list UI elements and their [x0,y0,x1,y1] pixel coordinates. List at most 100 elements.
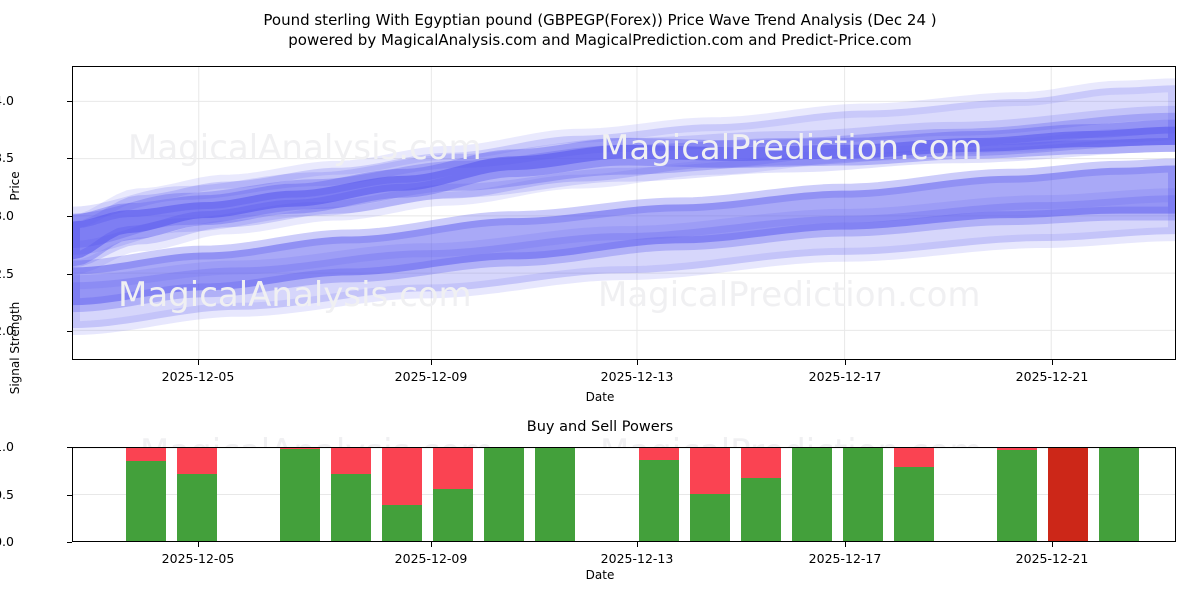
price-x-tick-label: 2025-12-21 [1015,369,1089,384]
price-x-tick-label: 2025-12-05 [161,369,235,384]
signal-y-tick-label: 1.0 [0,439,14,454]
signal-y-tick-label: 0.0 [0,534,14,549]
signal-bar-buy-segment [535,448,575,541]
signal-bar-buy-segment [997,449,1037,541]
price-x-tick-label: 2025-12-09 [394,369,468,384]
signal-bar-sell-segment [177,448,217,474]
signal-x-axis-title: Date [585,568,615,582]
signal-bar-strong-sell-segment [1048,448,1088,541]
signal-bar-buy-segment [843,448,883,541]
signal-bar-buy-segment [741,478,781,541]
signal-y-tick-mark [67,494,72,496]
signal-bar-sell-segment [639,448,679,461]
price-x-axis-title: Date [585,390,615,404]
signal-bar[interactable] [1099,448,1139,541]
signal-x-tick-label: 2025-12-21 [1015,551,1089,566]
signal-bar-buy-segment [331,473,371,541]
page-title: Pound sterling With Egyptian pound (GBPE… [0,10,1200,50]
price-x-tick-mark [637,360,638,365]
signal-bar-buy-segment [639,460,679,541]
signal-bar[interactable] [177,448,217,541]
signal-bar[interactable] [331,448,371,541]
signal-x-tick-mark [1052,542,1053,547]
signal-bar[interactable] [1048,448,1088,541]
signal-x-tick-mark [431,542,432,547]
price-y-tick-mark [67,215,72,217]
signal-y-tick-label: 0.5 [0,486,14,502]
signal-bar-buy-segment [126,461,166,541]
price-wave-band [73,78,1175,275]
signal-x-tick-label: 2025-12-09 [394,551,468,566]
signal-bars-container [73,448,1175,541]
signal-bar-sell-segment [280,448,320,449]
price-y-tick-label: 62.5 [0,265,14,281]
signal-bar-buy-segment [690,494,730,541]
signal-bar-sell-segment [126,448,166,462]
signal-bar-sell-segment [741,448,781,479]
buy-sell-powers-plot-area [72,447,1176,542]
price-y-axis-title: Price [8,171,22,201]
price-y-tick-mark [67,273,72,275]
signal-x-tick-mark [637,542,638,547]
signal-chart-title: Buy and Sell Powers [526,419,674,435]
price-x-tick-mark [845,360,846,365]
signal-bar-buy-segment [792,448,832,541]
price-x-tick-label: 2025-12-17 [808,369,882,384]
price-y-tick-label: 63.5 [0,150,14,166]
signal-x-tick-label: 2025-12-17 [808,551,882,566]
signal-bar[interactable] [843,448,883,541]
price-x-tick-mark [198,360,199,365]
signal-x-tick-label: 2025-12-05 [161,551,235,566]
price-y-tick-label: 63.0 [0,207,14,223]
price-wave-band [73,105,1175,255]
signal-x-tick-mark [198,542,199,547]
title-line-1: Pound sterling With Egyptian pound (GBPE… [263,11,937,29]
signal-bar[interactable] [535,448,575,541]
price-wave-svg [73,67,1175,359]
signal-bar[interactable] [792,448,832,541]
signal-bar[interactable] [382,448,422,541]
signal-bar[interactable] [484,448,524,541]
price-x-tick-mark [1052,360,1053,365]
signal-bar-buy-segment [484,448,524,541]
signal-y-tick-mark [67,447,72,448]
signal-bar-sell-segment [894,448,934,467]
title-line-2: powered by MagicalAnalysis.com and Magic… [288,31,912,49]
signal-bar-sell-segment [382,448,422,505]
signal-bar-buy-segment [894,466,934,541]
signal-bar[interactable] [741,448,781,541]
price-wave-band [73,188,1175,336]
signal-bar-buy-segment [280,448,320,541]
price-y-tick-mark [67,158,72,160]
signal-x-tick-label: 2025-12-13 [600,551,674,566]
signal-x-tick-mark [845,542,846,547]
signal-y-axis-title: Signal Strength [8,301,22,395]
signal-bar[interactable] [894,448,934,541]
signal-bar[interactable] [997,448,1037,541]
signal-y-tick-mark [67,542,72,543]
price-wave-chart-plot-area [72,66,1176,360]
signal-bar-sell-segment [433,448,473,489]
price-y-tick-mark [67,100,72,102]
signal-bar-buy-segment [382,504,422,541]
signal-grid-svg [73,448,1175,495]
signal-bar-buy-segment [177,473,217,541]
signal-bar[interactable] [690,448,730,541]
price-y-tick-label: 64.0 [0,92,14,108]
price-y-tick-label: 62.0 [0,323,14,339]
signal-bar-buy-segment [1099,448,1139,541]
signal-bar-sell-segment [331,448,371,474]
signal-bar-buy-segment [433,488,473,541]
price-y-tick-mark [67,331,72,333]
signal-bar-sell-segment [997,448,1037,450]
signal-bar-sell-segment [690,448,730,495]
signal-bar[interactable] [126,448,166,541]
signal-bar[interactable] [639,448,679,541]
signal-bar[interactable] [433,448,473,541]
price-wave-band [73,119,1175,267]
signal-bar[interactable] [280,448,320,541]
price-x-tick-label: 2025-12-13 [600,369,674,384]
price-x-tick-mark [431,360,432,365]
price-wave-band [73,158,1175,313]
